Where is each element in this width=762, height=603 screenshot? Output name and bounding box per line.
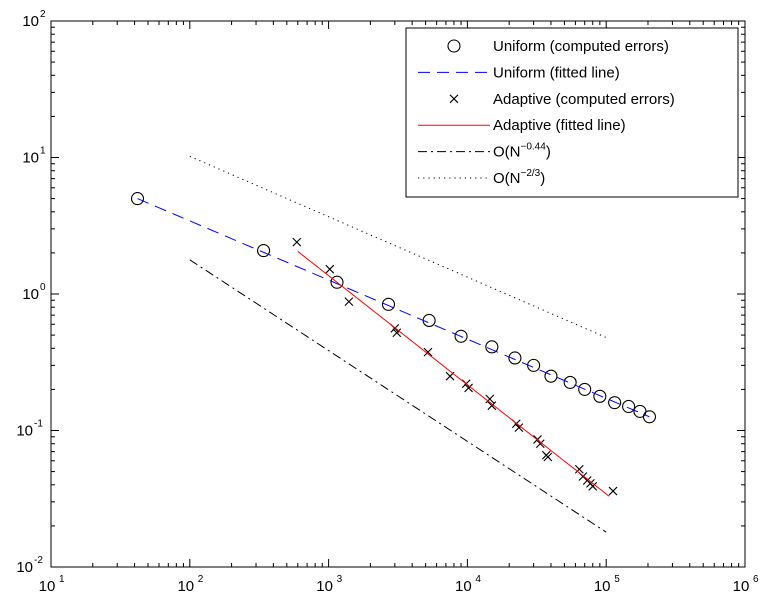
- data-point-x: [514, 423, 524, 432]
- legend-label: Uniform (fitted line): [493, 64, 620, 81]
- data-point-x: [574, 464, 584, 474]
- data-point-x: [344, 297, 354, 306]
- y-tick-exponent: 2: [40, 9, 46, 20]
- y-tick-exponent: -2: [34, 555, 43, 566]
- legend-entry: O(N−0.44): [418, 142, 551, 161]
- x-tick-exponent: 1: [59, 574, 65, 585]
- legend-label: Adaptive (fitted line): [493, 117, 626, 134]
- data-point-x: [535, 439, 545, 449]
- x-tick-label: 10: [733, 578, 750, 595]
- series-line: [189, 259, 607, 533]
- data-point-x: [325, 264, 335, 274]
- data-point-circle: [563, 375, 577, 389]
- data-point-circle: [622, 399, 636, 414]
- data-point-x: [487, 401, 497, 411]
- series-4: [189, 259, 607, 533]
- data-point-circle: [608, 396, 622, 410]
- data-point-x: [485, 394, 495, 404]
- data-point-circle: [454, 329, 468, 343]
- data-point-circle: [578, 382, 592, 396]
- data-point-circle: [642, 410, 657, 424]
- data-point-circle: [330, 275, 344, 289]
- x-tick-exponent: 6: [753, 574, 759, 585]
- y-tick-exponent: 0: [40, 282, 46, 293]
- data-point-x: [608, 486, 618, 496]
- data-point-circle: [257, 244, 271, 258]
- legend-entry: Uniform (computed errors): [447, 38, 669, 55]
- data-point-x: [423, 347, 433, 357]
- series-1: [137, 198, 650, 418]
- axes: 10 1 10 2 10 3 10 4 10 5 10 610 -210 -110 010 110 2: [16, 9, 759, 595]
- data-point-circle: [422, 313, 436, 328]
- legend-entry: Adaptive (fitted line): [418, 117, 626, 134]
- x-tick-label: 10: [316, 578, 333, 595]
- series-line: [297, 251, 610, 497]
- plot-series: [130, 155, 657, 533]
- data-point-circle: [381, 297, 396, 311]
- series-line: [137, 198, 650, 418]
- legend-entry: Uniform (fitted line): [418, 64, 620, 81]
- y-tick-label: 10: [22, 286, 39, 303]
- legend-label: O(N−0.44): [493, 142, 551, 161]
- data-point-circle: [593, 389, 607, 403]
- x-tick-exponent: 4: [475, 574, 481, 585]
- y-tick-label: 10: [22, 150, 39, 167]
- series-3: [297, 251, 610, 497]
- x-tick-exponent: 3: [337, 574, 343, 585]
- legend-label: Uniform (computed errors): [493, 38, 669, 55]
- legend-marker-sample: [447, 39, 461, 53]
- data-point-x: [543, 452, 553, 462]
- data-point-x: [292, 237, 302, 247]
- legend-box: [405, 27, 739, 198]
- x-tick-label: 10: [455, 578, 472, 595]
- legend-entry: O(N−2/3): [418, 168, 545, 187]
- y-tick-label: 10: [22, 13, 39, 30]
- y-tick-exponent: 1: [40, 146, 46, 157]
- y-tick-exponent: -1: [34, 419, 43, 430]
- data-point-x: [392, 328, 402, 338]
- legend-marker-sample: [449, 94, 459, 104]
- x-tick-label: 10: [594, 578, 611, 595]
- x-tick-label: 10: [177, 578, 194, 595]
- x-tick-exponent: 5: [614, 574, 620, 585]
- data-point-x: [464, 383, 473, 393]
- series-0: [130, 192, 657, 424]
- data-point-circle: [508, 351, 522, 365]
- x-tick-exponent: 2: [198, 574, 204, 585]
- y-tick-label: 10: [16, 559, 33, 576]
- series-2: [292, 237, 618, 496]
- y-tick-label: 10: [16, 423, 33, 440]
- legend: Uniform (computed errors) Uniform (fitted…: [405, 27, 739, 198]
- legend-label: O(N−2/3): [493, 168, 545, 187]
- data-point-x: [588, 481, 598, 491]
- data-point-circle: [130, 192, 145, 206]
- legend-entry: Adaptive (computed errors): [449, 91, 675, 108]
- legend-label: Adaptive (computed errors): [493, 91, 675, 108]
- x-tick-label: 10: [39, 578, 56, 595]
- data-point-circle: [485, 340, 499, 354]
- data-point-circle: [544, 369, 558, 383]
